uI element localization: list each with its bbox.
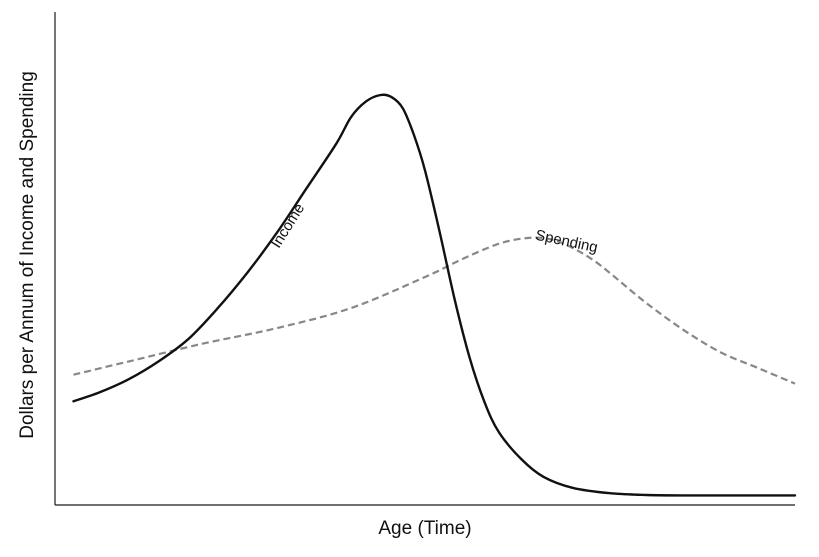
x-axis-title: Age (Time) bbox=[378, 518, 471, 539]
series-line-income bbox=[72, 93, 797, 497]
series-line-spending bbox=[73, 236, 796, 385]
series-label-income: Income bbox=[268, 200, 308, 251]
y-axis-title: Dollars per Annum of Income and Spending bbox=[17, 71, 38, 439]
plot-area: Income Spending bbox=[54, 12, 797, 506]
series-label-spending: Spending bbox=[534, 227, 600, 257]
